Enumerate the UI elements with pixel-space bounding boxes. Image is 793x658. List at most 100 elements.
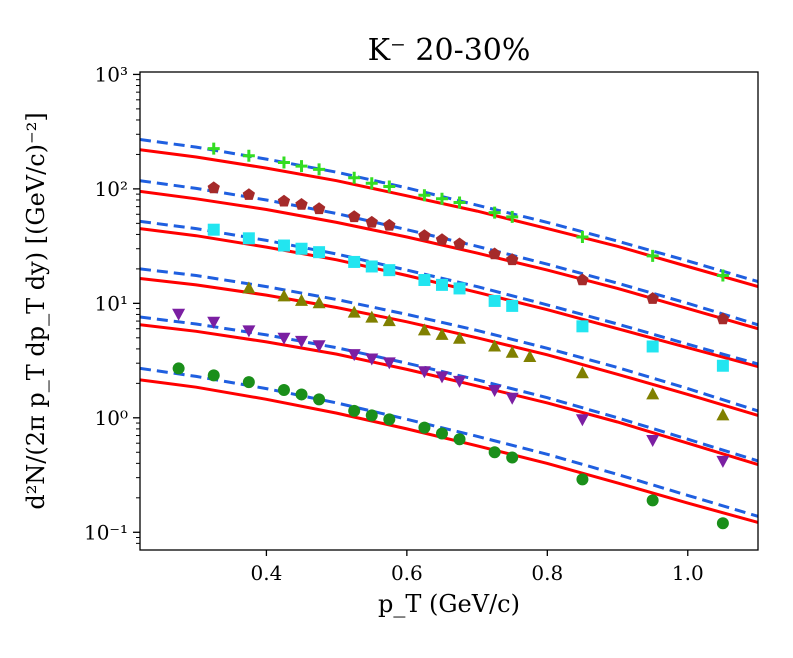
data-point xyxy=(172,362,185,375)
data-point xyxy=(418,189,431,202)
data-point xyxy=(277,194,291,207)
data-point xyxy=(277,156,290,169)
data-point xyxy=(435,327,449,340)
data-point xyxy=(382,357,396,370)
data-point xyxy=(365,260,378,273)
data-point xyxy=(383,413,396,426)
model-curve-solid-1 xyxy=(140,148,758,289)
data-point xyxy=(348,255,361,268)
data-point xyxy=(207,181,220,194)
data-point xyxy=(313,393,326,406)
data-point xyxy=(488,446,501,459)
data-point xyxy=(382,314,396,327)
data-point xyxy=(295,160,308,173)
data-point xyxy=(417,366,431,379)
data-series-1 xyxy=(207,142,729,282)
data-point xyxy=(295,242,308,255)
data-point xyxy=(575,366,589,379)
data-point xyxy=(523,350,537,362)
y-tick-label: 10¹ xyxy=(95,291,128,315)
data-point xyxy=(365,310,379,323)
data-point xyxy=(575,414,589,427)
data-point xyxy=(453,237,466,250)
data-point xyxy=(207,369,220,382)
data-point xyxy=(646,340,659,353)
data-point xyxy=(488,339,502,352)
data-point xyxy=(576,473,589,486)
data-point xyxy=(295,388,308,401)
data-point xyxy=(312,296,326,309)
data-series-6 xyxy=(172,362,729,530)
data-point xyxy=(242,232,255,245)
data-point xyxy=(488,294,501,307)
data-point xyxy=(365,215,378,228)
data-point xyxy=(716,408,730,421)
data-point xyxy=(365,409,378,422)
data-point xyxy=(506,299,519,312)
data-point xyxy=(646,435,660,447)
model-curve-dashed-6 xyxy=(140,366,758,518)
data-point xyxy=(506,451,519,464)
y-axis: 10⁻¹ 10⁰ 10¹ 10² 10³ xyxy=(84,62,140,544)
data-point xyxy=(716,455,730,468)
data-point xyxy=(576,320,589,333)
data-point xyxy=(453,331,466,344)
data-point xyxy=(453,433,466,446)
data-point xyxy=(646,387,660,400)
data-point xyxy=(348,171,361,184)
data-point xyxy=(277,383,290,396)
data-point xyxy=(453,375,466,388)
data-point xyxy=(242,188,255,200)
data-point xyxy=(277,239,290,252)
data-point xyxy=(576,273,589,286)
data-point xyxy=(576,230,589,243)
data-point xyxy=(488,247,501,260)
data-series-4 xyxy=(242,281,730,421)
data-point xyxy=(242,149,255,162)
data-point xyxy=(716,312,730,325)
data-point xyxy=(716,359,729,372)
data-series-2 xyxy=(207,181,730,325)
data-point xyxy=(506,253,519,266)
data-point xyxy=(418,421,431,434)
data-series-5 xyxy=(172,308,730,468)
data-point xyxy=(646,249,659,262)
data-point xyxy=(435,371,449,384)
data-point xyxy=(277,289,291,302)
data-point xyxy=(716,517,729,530)
data-point xyxy=(505,345,519,358)
data-point xyxy=(242,325,256,338)
x-axis: 0.4 0.6 0.8 1.0 xyxy=(251,550,704,585)
model-curve-dashed-4 xyxy=(140,267,758,413)
plot-clip-group xyxy=(140,138,758,530)
data-point xyxy=(365,177,378,190)
data-point xyxy=(295,335,308,348)
data-point xyxy=(347,349,361,362)
chart-title: K⁻ 20-30% xyxy=(368,33,531,68)
plot-frame xyxy=(139,71,759,551)
data-point xyxy=(172,308,186,321)
plot-area xyxy=(140,138,758,530)
data-point xyxy=(295,293,308,306)
data-point xyxy=(312,340,326,353)
data-point xyxy=(453,282,466,295)
data-point xyxy=(418,229,431,241)
data-point xyxy=(313,163,326,176)
data-point xyxy=(207,223,220,236)
data-point xyxy=(716,269,729,282)
model-curve-solid-3 xyxy=(140,227,758,369)
x-tick-label: 0.6 xyxy=(391,561,423,585)
data-point xyxy=(435,192,448,205)
data-point xyxy=(207,316,221,329)
data-point xyxy=(313,246,326,259)
data-point xyxy=(505,392,519,405)
y-tick-label: 10³ xyxy=(95,62,128,86)
data-point xyxy=(365,353,379,366)
y-tick-label: 10⁻¹ xyxy=(84,520,128,544)
data-point xyxy=(488,206,501,219)
model-curve-dashed-3 xyxy=(140,219,758,366)
x-axis-label: p_T (GeV/c) xyxy=(378,590,520,618)
data-point xyxy=(242,376,255,389)
x-tick-label: 0.4 xyxy=(251,561,283,585)
